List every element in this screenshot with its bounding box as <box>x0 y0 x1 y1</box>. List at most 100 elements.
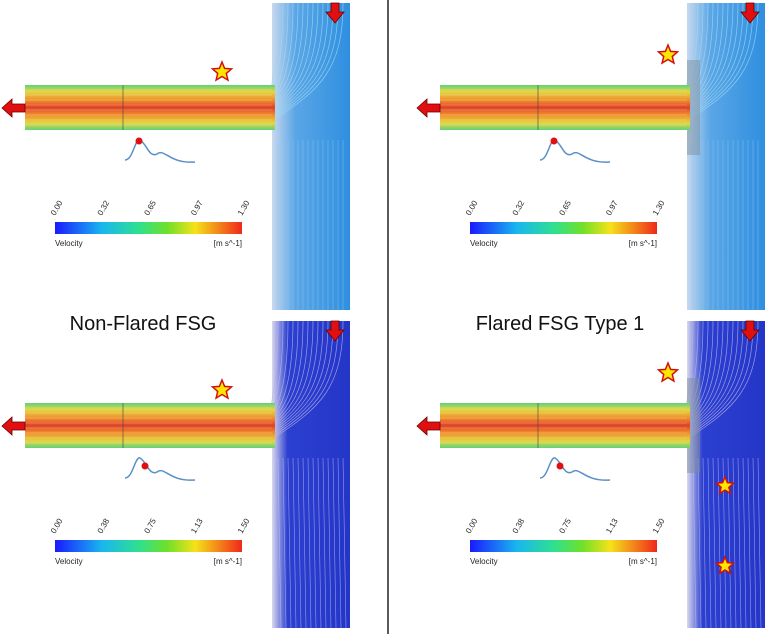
star-marker <box>210 378 234 400</box>
streamline <box>322 457 327 629</box>
colorbar-tick-label: 0.65 <box>142 199 158 217</box>
streamline <box>686 2 754 120</box>
outlet-arrow <box>1 416 26 436</box>
star-marker <box>714 475 736 495</box>
inlet-arrow <box>740 320 760 342</box>
star-marker <box>714 555 736 575</box>
star-marker <box>656 361 680 383</box>
colorbar-tick-label: 0.00 <box>49 199 65 217</box>
streamline <box>277 457 282 629</box>
streamline <box>271 320 314 428</box>
streamline <box>717 457 722 629</box>
colorbar-tick-label: 0.38 <box>96 517 112 535</box>
colorbar <box>470 540 657 552</box>
colorbar-tick-label: 0.00 <box>49 517 65 535</box>
streamline <box>686 320 754 438</box>
streamline <box>271 320 329 434</box>
streamline <box>271 2 339 120</box>
colorbar-tick-label: 1.50 <box>236 517 252 535</box>
colorbar <box>55 222 242 234</box>
star-marker <box>210 60 234 82</box>
colorbar-tick-label: 0.75 <box>142 517 158 535</box>
colorbar-tick-label: 0.00 <box>464 199 480 217</box>
streamline <box>692 457 697 629</box>
waveform-dot <box>135 137 143 145</box>
streamline <box>686 320 719 424</box>
streamline <box>686 2 739 114</box>
colorbar-label: Velocity <box>55 557 83 566</box>
colorbar-tick-label: 1.30 <box>236 199 252 217</box>
streamline <box>732 457 737 629</box>
pipe <box>25 85 275 130</box>
colorbar-tick-label: 0.97 <box>604 199 620 217</box>
streamline <box>342 457 347 629</box>
streamline <box>271 2 314 110</box>
streamline <box>271 320 299 422</box>
streamline <box>686 2 714 104</box>
streamline <box>747 457 752 629</box>
colorbar <box>55 540 242 552</box>
flare <box>687 60 700 155</box>
streamline <box>307 457 312 629</box>
panel-title: Flared FSG Type 1 <box>476 313 645 335</box>
pipe <box>25 403 275 448</box>
streamline <box>712 457 717 629</box>
streamline <box>702 457 707 629</box>
streamline <box>686 320 739 432</box>
streamline <box>742 457 747 629</box>
streamline <box>697 457 702 629</box>
streamline <box>271 2 319 112</box>
streamline <box>271 2 299 104</box>
streamline <box>686 320 734 430</box>
streamline <box>271 2 309 108</box>
streamline <box>297 457 302 629</box>
colorbar-label: Velocity <box>55 239 83 248</box>
streamline <box>312 457 317 629</box>
colorbar-tick-label: 1.50 <box>651 517 667 535</box>
streamline <box>686 2 719 106</box>
colorbar-tick-label: 0.32 <box>511 199 527 217</box>
streamline <box>757 457 762 629</box>
streamline <box>271 2 304 106</box>
colorbar-tick-label: 0.32 <box>96 199 112 217</box>
streamline <box>271 320 334 436</box>
inlet-arrow <box>325 2 345 24</box>
streamline <box>332 457 337 629</box>
waveform <box>539 139 611 163</box>
streamline <box>686 2 734 112</box>
waveform <box>539 457 611 481</box>
streamline <box>752 457 757 629</box>
waveform-dot <box>550 137 558 145</box>
streamline <box>686 2 729 110</box>
waveform-dot <box>141 462 149 470</box>
colorbar-tick-label: 1.13 <box>604 517 620 535</box>
streamline <box>686 320 724 426</box>
streamline <box>287 457 292 629</box>
inlet-arrow <box>325 320 345 342</box>
colorbar <box>470 222 657 234</box>
colorbar-unit: [m s^-1] <box>214 239 242 248</box>
streamline <box>271 320 344 440</box>
streamline <box>271 320 339 438</box>
streamline <box>271 320 309 426</box>
waveform <box>124 457 196 481</box>
star-marker <box>656 43 680 65</box>
inlet-arrow <box>740 2 760 24</box>
outlet-arrow <box>416 416 441 436</box>
colorbar-tick-label: 1.13 <box>189 517 205 535</box>
colorbar-tick-label: 0.75 <box>557 517 573 535</box>
streamline <box>686 320 714 422</box>
streamline <box>317 457 322 629</box>
streamline <box>337 457 342 629</box>
pipe <box>440 403 690 448</box>
streamline <box>282 457 287 629</box>
streamline <box>686 320 759 440</box>
colorbar-label: Velocity <box>470 557 498 566</box>
outlet-arrow <box>1 98 26 118</box>
streamline <box>327 457 332 629</box>
outlet-arrow <box>416 98 441 118</box>
streamline <box>271 320 319 430</box>
colorbar-tick-label: 0.97 <box>189 199 205 217</box>
streamline <box>271 2 334 118</box>
